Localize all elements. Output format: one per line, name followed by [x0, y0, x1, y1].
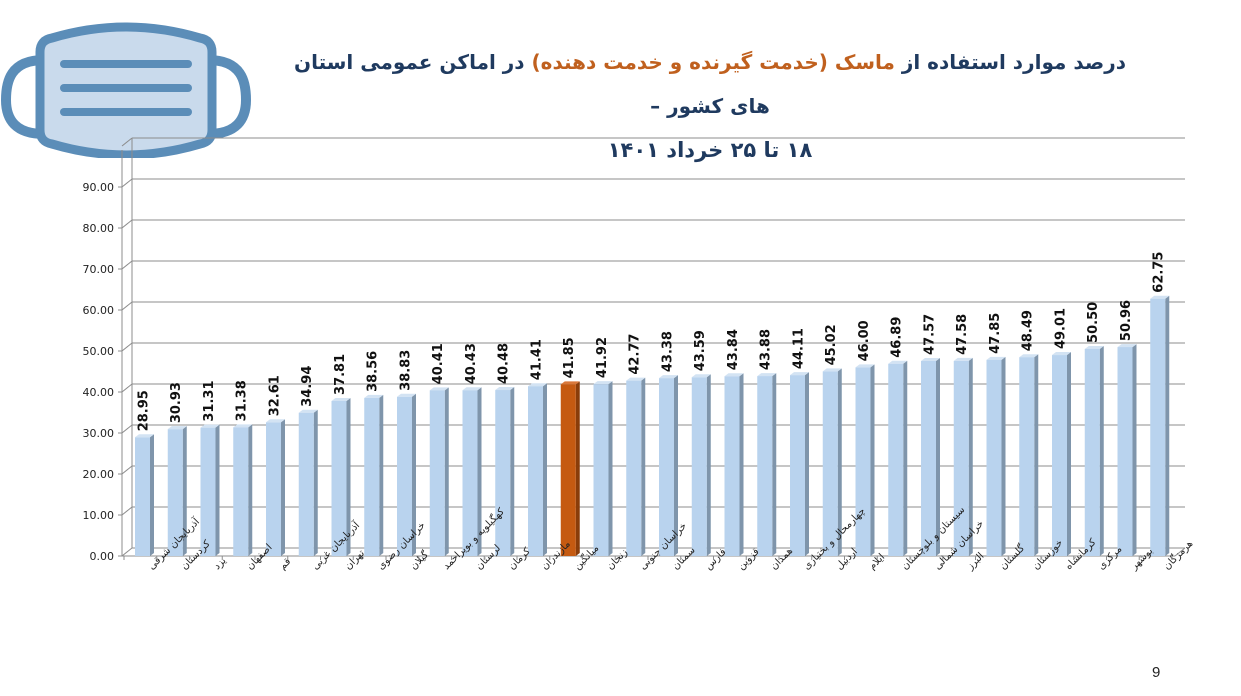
- gridline-depth: [121, 260, 133, 270]
- bar-value-label: 43.59: [693, 330, 708, 371]
- bar: 62.75: [1150, 252, 1170, 556]
- bar-value-label: 40.48: [497, 343, 512, 384]
- gridline-depth: [121, 178, 133, 188]
- bar: 37.81: [331, 354, 351, 556]
- bar: 46.89: [888, 317, 908, 556]
- bar-value-label: 31.31: [202, 381, 217, 422]
- face-mask-icon: [0, 22, 252, 158]
- title-text-end: در اماکن عمومی استان های کشور –: [294, 50, 770, 118]
- chart-title-line1: درصد موارد استفاده از ماسک (خدمت گیرنده …: [280, 40, 1140, 128]
- bar-value-label: 44.11: [792, 328, 807, 369]
- bar-value-label: 41.92: [595, 337, 610, 378]
- bar-value-label: 62.75: [1152, 252, 1167, 293]
- y-tick-label: 70.00: [83, 263, 115, 276]
- bar: 43.88: [757, 329, 777, 556]
- bar: 50.50: [1084, 302, 1104, 556]
- bar: 48.49: [1019, 310, 1039, 556]
- bar-value-label: 30.93: [169, 382, 184, 423]
- gridline-depth: [121, 383, 133, 393]
- y-tick-label: 60.00: [83, 304, 115, 317]
- bar: 41.92: [593, 337, 613, 556]
- bar: 40.43: [462, 343, 482, 556]
- bar: 50.96: [1117, 300, 1137, 556]
- gridline-depth: [121, 219, 133, 229]
- bar-value-label: 46.89: [890, 317, 905, 358]
- gridline-depth: [121, 301, 133, 311]
- gridline-depth: [121, 506, 133, 516]
- gridline-depth: [121, 424, 133, 434]
- bar: 38.56: [364, 351, 384, 556]
- bar: 43.38: [659, 331, 678, 556]
- bar-value-label: 40.41: [431, 343, 446, 384]
- bar: 49.01: [1052, 308, 1071, 556]
- bar-value-label: 45.02: [824, 324, 839, 365]
- bar: 38.83: [397, 350, 416, 556]
- bar: 31.31: [200, 381, 220, 556]
- y-tick-label: 50.00: [83, 345, 115, 358]
- bar-value-label: 38.56: [366, 351, 381, 392]
- x-category-label: قم: [277, 556, 293, 572]
- bar-value-label: 41.41: [530, 339, 545, 380]
- bar-value-label: 48.49: [1021, 310, 1036, 351]
- chart-bars: 28.95 30.93 31.31 31.38 32.61 34.94 37.81 38.56…: [135, 252, 1170, 556]
- bar: 43.84: [724, 329, 744, 556]
- bar-value-label: 47.57: [923, 314, 938, 355]
- bar: 34.94: [298, 366, 318, 556]
- page-number: 9: [1152, 664, 1161, 681]
- chart-title: درصد موارد استفاده از ماسک (خدمت گیرنده …: [280, 40, 1140, 172]
- gridline-depth: [121, 342, 133, 352]
- bar-value-label: 34.94: [300, 366, 315, 407]
- bar-value-label: 50.96: [1119, 300, 1134, 341]
- bar-value-label: 41.85: [562, 337, 577, 378]
- bar-value-label: 43.38: [661, 331, 676, 372]
- y-axis: 0.00 10.00 20.00 30.00 40.00 50.00 60.00 70.00 8…: [83, 150, 123, 563]
- y-tick-label: 80.00: [83, 222, 115, 235]
- bar: 40.41: [429, 343, 449, 556]
- y-tick-label: 0.00: [90, 550, 115, 563]
- title-text: درصد موارد استفاده از: [894, 50, 1126, 74]
- gridline-depth: [121, 465, 133, 475]
- bar-value-label: 47.58: [955, 314, 970, 355]
- chart-title-line2: ۱۸ تا ۲۵ خرداد ۱۴۰۱: [607, 138, 813, 162]
- y-tick-label: 40.00: [83, 386, 115, 399]
- bar-average: 41.85: [560, 337, 580, 556]
- bar-value-label: 46.00: [857, 320, 872, 361]
- bar: 46.00: [855, 320, 875, 556]
- bar-value-label: 38.83: [399, 350, 414, 391]
- bar: 32.61: [266, 375, 285, 556]
- bar: 43.59: [691, 330, 711, 556]
- bar-value-label: 31.38: [235, 380, 250, 421]
- bar-value-label: 28.95: [137, 390, 152, 431]
- x-category-label: یزد: [212, 555, 229, 572]
- bar: 47.57: [921, 314, 940, 556]
- bar-value-label: 47.85: [988, 313, 1003, 354]
- y-tick-label: 10.00: [83, 509, 115, 522]
- y-tick-label: 90.00: [83, 181, 115, 194]
- bar-value-label: 43.88: [759, 329, 774, 370]
- bar-value-label: 32.61: [268, 375, 283, 416]
- bar: 45.02: [822, 324, 842, 556]
- bar-value-label: 49.01: [1054, 308, 1069, 349]
- bar: 42.77: [626, 334, 646, 556]
- title-accent-text: ماسک (خدمت گیرنده و خدمت دهنده): [531, 50, 895, 74]
- y-tick-label: 30.00: [83, 427, 115, 440]
- bar: 47.85: [986, 313, 1006, 556]
- bar: 40.48: [495, 343, 515, 556]
- bar: 41.41: [528, 339, 547, 556]
- bar: 47.58: [953, 314, 973, 556]
- bar-value-label: 50.50: [1086, 302, 1101, 343]
- bar: 30.93: [167, 382, 187, 556]
- bar: 31.38: [233, 380, 253, 556]
- y-tick-label: 20.00: [83, 468, 115, 481]
- gridline-depth: [121, 547, 133, 557]
- bar-value-label: 40.43: [464, 343, 479, 384]
- gridline-depth: [121, 137, 133, 147]
- bar: 44.11: [790, 328, 809, 556]
- bar-value-label: 37.81: [333, 354, 348, 395]
- bar: 28.95: [135, 390, 154, 556]
- bar-value-label: 43.84: [726, 329, 741, 370]
- bar-value-label: 42.77: [628, 334, 643, 375]
